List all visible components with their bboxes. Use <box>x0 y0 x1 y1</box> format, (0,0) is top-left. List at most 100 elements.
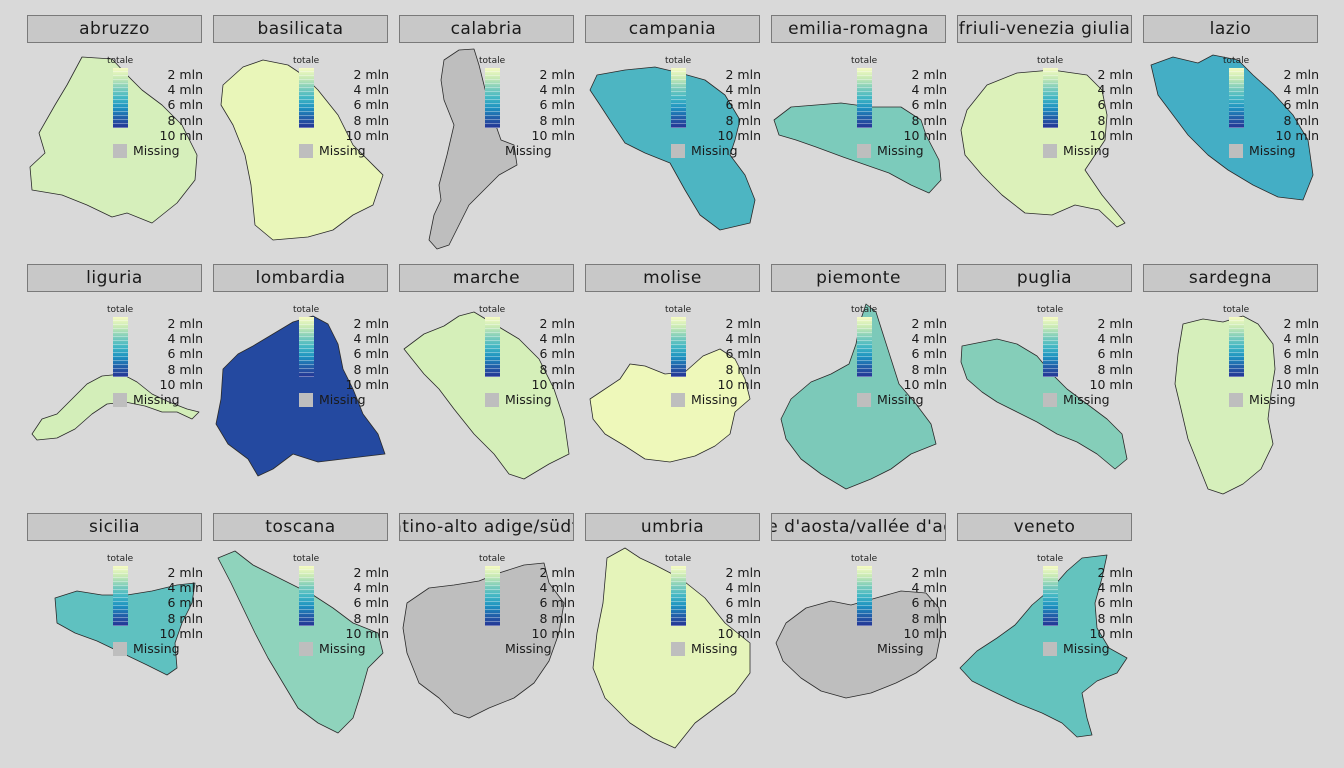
legend-label: 10 mln <box>717 626 761 641</box>
legend-label: 2 mln <box>353 67 390 82</box>
legend-label: 6 mln <box>167 97 204 112</box>
legend-missing-swatch <box>113 642 127 656</box>
legend-label: 4 mln <box>539 331 576 346</box>
region-map <box>31 373 200 441</box>
region-map <box>589 348 751 463</box>
legend: totale 2 mln 4 mln 6 mln 8 mln 10 mln Mi… <box>293 56 390 166</box>
legend-label: 4 mln <box>1097 331 1134 346</box>
legend-label: 2 mln <box>911 316 948 331</box>
legend-label: 10 mln <box>1089 626 1133 641</box>
legend-title: totale <box>479 305 506 315</box>
legend-label: 2 mln <box>167 67 204 82</box>
legend-colorbar <box>1043 566 1058 626</box>
legend-colorbar <box>671 317 686 377</box>
legend: totale 2 mln 4 mln 6 mln 8 mln 10 mln Mi… <box>665 56 761 166</box>
legend-title: totale <box>479 56 506 66</box>
legend-label: 6 mln <box>353 97 390 112</box>
legend-label: 4 mln <box>911 82 948 97</box>
legend-missing-swatch <box>671 393 685 407</box>
legend-ticks <box>671 317 686 377</box>
legend-title: totale <box>665 305 692 315</box>
legend-missing-label: Missing <box>319 143 366 158</box>
region-name: molise <box>643 268 702 288</box>
legend-missing-label: Missing <box>133 143 180 158</box>
strip-header: puglia <box>957 264 1132 292</box>
region-name: lazio <box>1209 19 1252 39</box>
legend-label: 2 mln <box>1283 67 1320 82</box>
legend-colorbar <box>113 68 128 128</box>
region-shape <box>29 56 198 224</box>
legend-missing-swatch <box>1043 393 1057 407</box>
legend-label: 8 mln <box>725 611 762 626</box>
strip-header: basilicata <box>213 15 388 43</box>
legend-colorbar <box>485 317 500 377</box>
legend-ticks <box>1229 317 1244 377</box>
region-name: trentino-alto adige/südtirol <box>400 517 573 537</box>
panel-molise: molise totale 2 mln 4 mln 6 mln 8 mln 10… <box>585 264 762 509</box>
legend-label: 10 mln <box>531 377 575 392</box>
legend-label: 2 mln <box>725 565 762 580</box>
legend-label: 6 mln <box>353 595 390 610</box>
region-name: toscana <box>265 517 336 537</box>
legend-label: 10 mln <box>159 128 203 143</box>
strip-header: lazio <box>1143 15 1318 43</box>
legend-missing-label: Missing <box>1063 392 1110 407</box>
legend-title: totale <box>1037 305 1064 315</box>
legend-label: 4 mln <box>725 580 762 595</box>
strip-header: emilia-romagna <box>771 15 946 43</box>
strip-header: umbria <box>585 513 760 541</box>
legend-missing-label: Missing <box>319 641 366 656</box>
panel-lazio: lazio totale 2 mln 4 mln 6 mln 8 mln 10 … <box>1143 15 1320 260</box>
panel-campania: campania totale 2 mln 4 mln 6 mln 8 mln … <box>585 15 761 260</box>
legend-colorbar <box>857 566 872 626</box>
region-name: lombardia <box>255 268 346 288</box>
legend-label: 8 mln <box>539 611 576 626</box>
legend-missing-label: Missing <box>505 392 552 407</box>
legend-label: 6 mln <box>1097 346 1134 361</box>
legend-missing-swatch <box>299 144 313 158</box>
legend-label: 6 mln <box>1097 595 1134 610</box>
legend-label: 8 mln <box>725 362 762 377</box>
legend-label: 2 mln <box>353 316 390 331</box>
panel-sardegna: sardegna totale 2 mln 4 mln 6 mln 8 mln … <box>1143 264 1319 509</box>
strip-header: friuli-venezia giulia <box>957 15 1132 43</box>
region-name: marche <box>452 268 521 288</box>
legend-missing-label: Missing <box>691 143 738 158</box>
legend-missing-swatch <box>857 393 871 407</box>
region-name: abruzzo <box>79 19 150 39</box>
legend-missing-label: Missing <box>1249 392 1296 407</box>
legend-label: 4 mln <box>167 82 204 97</box>
legend-missing-label: Missing <box>1063 641 1110 656</box>
region-name: sicilia <box>88 517 140 537</box>
legend-missing-swatch <box>113 393 127 407</box>
legend-label: 8 mln <box>353 113 390 128</box>
legend-ticks <box>1229 68 1244 128</box>
legend-label: 6 mln <box>911 97 948 112</box>
strip-header: piemonte <box>771 264 946 292</box>
legend-missing-swatch <box>299 393 313 407</box>
legend-missing-label: Missing <box>133 641 180 656</box>
legend-label: 4 mln <box>353 331 390 346</box>
legend-title: totale <box>851 305 878 315</box>
region-name: valle d'aosta/vallée d'aoste <box>772 517 945 537</box>
legend: totale 2 mln 4 mln 6 mln 8 mln 10 mln Mi… <box>1223 305 1319 415</box>
legend-colorbar <box>1229 68 1244 128</box>
legend: totale 2 mln 4 mln 6 mln 8 mln 10 mln Mi… <box>479 305 576 415</box>
legend: totale 2 mln 4 mln 6 mln 8 mln 10 mln Mi… <box>293 305 390 415</box>
panel-veneto: veneto totale 2 mln 4 mln 6 mln 8 mln 10… <box>957 513 1134 758</box>
legend-label: 10 mln <box>345 377 389 392</box>
legend-label: 4 mln <box>911 580 948 595</box>
legend-label: 8 mln <box>911 611 948 626</box>
strip-header: campania <box>585 15 760 43</box>
legend-label: 2 mln <box>353 565 390 580</box>
legend-colorbar <box>857 317 872 377</box>
legend-label: 8 mln <box>1283 113 1320 128</box>
legend-label: 8 mln <box>539 362 576 377</box>
legend-label: 6 mln <box>167 595 204 610</box>
legend-label: 6 mln <box>167 346 204 361</box>
legend-label: 8 mln <box>1097 611 1134 626</box>
legend: totale 2 mln 4 mln 6 mln 8 mln 10 mln Mi… <box>107 56 204 166</box>
legend: totale 2 mln 4 mln 6 mln 8 mln 10 mln Mi… <box>107 305 204 415</box>
legend-label: 6 mln <box>725 595 762 610</box>
legend: totale 2 mln 4 mln 6 mln 8 mln 10 mln Mi… <box>479 554 576 664</box>
